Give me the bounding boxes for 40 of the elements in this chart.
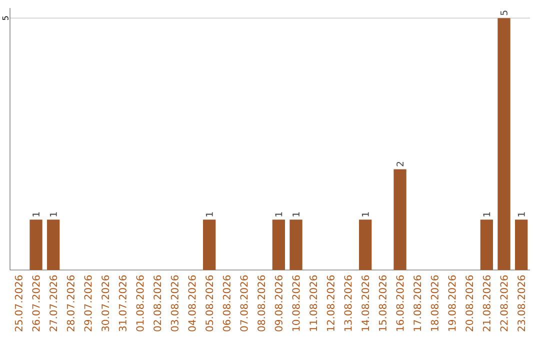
x-tick-label: 22.08.2026 xyxy=(500,275,508,332)
data-label: 2 xyxy=(396,162,404,166)
x-tick-label: 25.07.2026 xyxy=(14,275,22,332)
data-label: 1 xyxy=(483,212,490,216)
x-tick-label: 17.08.2026 xyxy=(414,275,422,331)
data-label: 1 xyxy=(362,212,369,216)
x-tick-label: 21.08.2026 xyxy=(482,275,490,332)
x-tick-label: 16.08.2026 xyxy=(396,275,404,331)
x-tick-label: 03.08.2026 xyxy=(170,275,178,332)
x-tick-label: 26.07.2026 xyxy=(32,275,40,332)
x-tick-label: 04.08.2026 xyxy=(188,275,196,332)
data-label: 1 xyxy=(275,212,282,216)
x-tick-label: 10.08.2026 xyxy=(292,275,300,331)
data-label: 1 xyxy=(50,212,57,216)
x-tick-label: 31.07.2026 xyxy=(118,275,126,332)
data-label: 1 xyxy=(518,212,525,216)
x-tick-label: 18.08.2026 xyxy=(430,275,438,331)
x-tick-label: 27.07.2026 xyxy=(50,275,58,332)
x-tick-label: 23.08.2026 xyxy=(518,275,526,332)
x-tick-label: 29.07.2026 xyxy=(84,275,92,332)
x-tick-label: 01.08.2026 xyxy=(136,275,144,332)
x-tick-label: 06.08.2026 xyxy=(222,275,230,332)
x-tick-label: 14.08.2026 xyxy=(362,275,370,331)
x-tick-label: 13.08.2026 xyxy=(344,275,352,331)
x-tick-label: 20.08.2026 xyxy=(466,275,474,332)
x-tick-label: 08.08.2026 xyxy=(258,275,266,332)
x-tick-label: 11.08.2026 xyxy=(310,275,318,331)
data-label: 5 xyxy=(500,10,508,16)
x-tick-label: 28.07.2026 xyxy=(66,275,74,332)
x-tick-label: 30.07.2026 xyxy=(102,275,110,332)
x-tick-label: 12.08.2026 xyxy=(326,275,334,331)
data-label: 1 xyxy=(32,212,40,216)
x-tick-label: 19.08.2026 xyxy=(448,275,456,331)
data-label: 1 xyxy=(292,212,300,216)
x-tick-label: 09.08.2026 xyxy=(274,275,282,332)
x-tick-label: 02.08.2026 xyxy=(154,275,162,332)
x-tick-label: 07.08.2026 xyxy=(240,275,248,332)
x-tick-label: 15.08.2026 xyxy=(378,275,386,331)
x-tick-label: 05.08.2026 xyxy=(206,275,214,332)
data-label: 1 xyxy=(206,212,213,216)
